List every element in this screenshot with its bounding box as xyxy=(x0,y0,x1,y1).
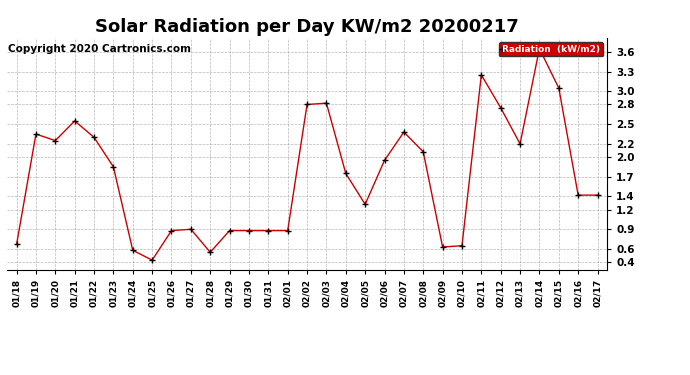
Radiation  (kW/m2) xyxy=(90,135,98,140)
Title: Solar Radiation per Day KW/m2 20200217: Solar Radiation per Day KW/m2 20200217 xyxy=(95,18,519,36)
Radiation  (kW/m2) xyxy=(438,245,446,249)
Radiation  (kW/m2) xyxy=(128,248,137,252)
Radiation  (kW/m2) xyxy=(342,171,350,176)
Radiation  (kW/m2) xyxy=(109,165,117,169)
Radiation  (kW/m2) xyxy=(51,138,59,143)
Radiation  (kW/m2) xyxy=(168,228,176,233)
Radiation  (kW/m2) xyxy=(226,228,234,233)
Radiation  (kW/m2) xyxy=(303,102,311,107)
Radiation  (kW/m2) xyxy=(555,86,563,90)
Radiation  (kW/m2) xyxy=(458,243,466,248)
Legend: Radiation  (kW/m2): Radiation (kW/m2) xyxy=(500,42,602,56)
Radiation  (kW/m2) xyxy=(12,242,21,247)
Radiation  (kW/m2) xyxy=(593,193,602,197)
Radiation  (kW/m2) xyxy=(419,150,427,154)
Radiation  (kW/m2) xyxy=(535,46,544,51)
Radiation  (kW/m2) xyxy=(284,228,292,233)
Radiation  (kW/m2) xyxy=(32,132,40,136)
Radiation  (kW/m2) xyxy=(400,130,408,134)
Radiation  (kW/m2) xyxy=(497,105,505,110)
Radiation  (kW/m2) xyxy=(187,227,195,231)
Radiation  (kW/m2) xyxy=(206,250,215,255)
Radiation  (kW/m2) xyxy=(477,73,486,77)
Radiation  (kW/m2) xyxy=(322,101,331,105)
Radiation  (kW/m2) xyxy=(245,228,253,233)
Radiation  (kW/m2) xyxy=(148,258,156,262)
Radiation  (kW/m2) xyxy=(574,193,582,197)
Radiation  (kW/m2) xyxy=(516,142,524,146)
Radiation  (kW/m2) xyxy=(264,228,273,233)
Radiation  (kW/m2) xyxy=(361,202,369,207)
Line: Radiation  (kW/m2): Radiation (kW/m2) xyxy=(14,46,600,263)
Radiation  (kW/m2) xyxy=(380,158,388,163)
Text: Copyright 2020 Cartronics.com: Copyright 2020 Cartronics.com xyxy=(8,45,191,54)
Radiation  (kW/m2) xyxy=(70,118,79,123)
